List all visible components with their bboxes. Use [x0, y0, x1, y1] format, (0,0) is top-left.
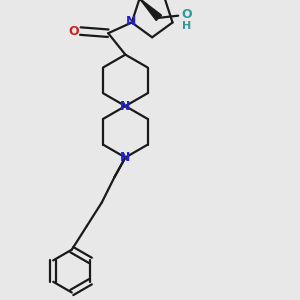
Text: N: N [120, 100, 130, 112]
Text: O: O [69, 25, 79, 38]
Text: O: O [182, 8, 192, 21]
Polygon shape [140, 0, 161, 20]
Text: N: N [125, 15, 136, 28]
Text: H: H [182, 21, 191, 32]
Text: N: N [120, 151, 130, 164]
